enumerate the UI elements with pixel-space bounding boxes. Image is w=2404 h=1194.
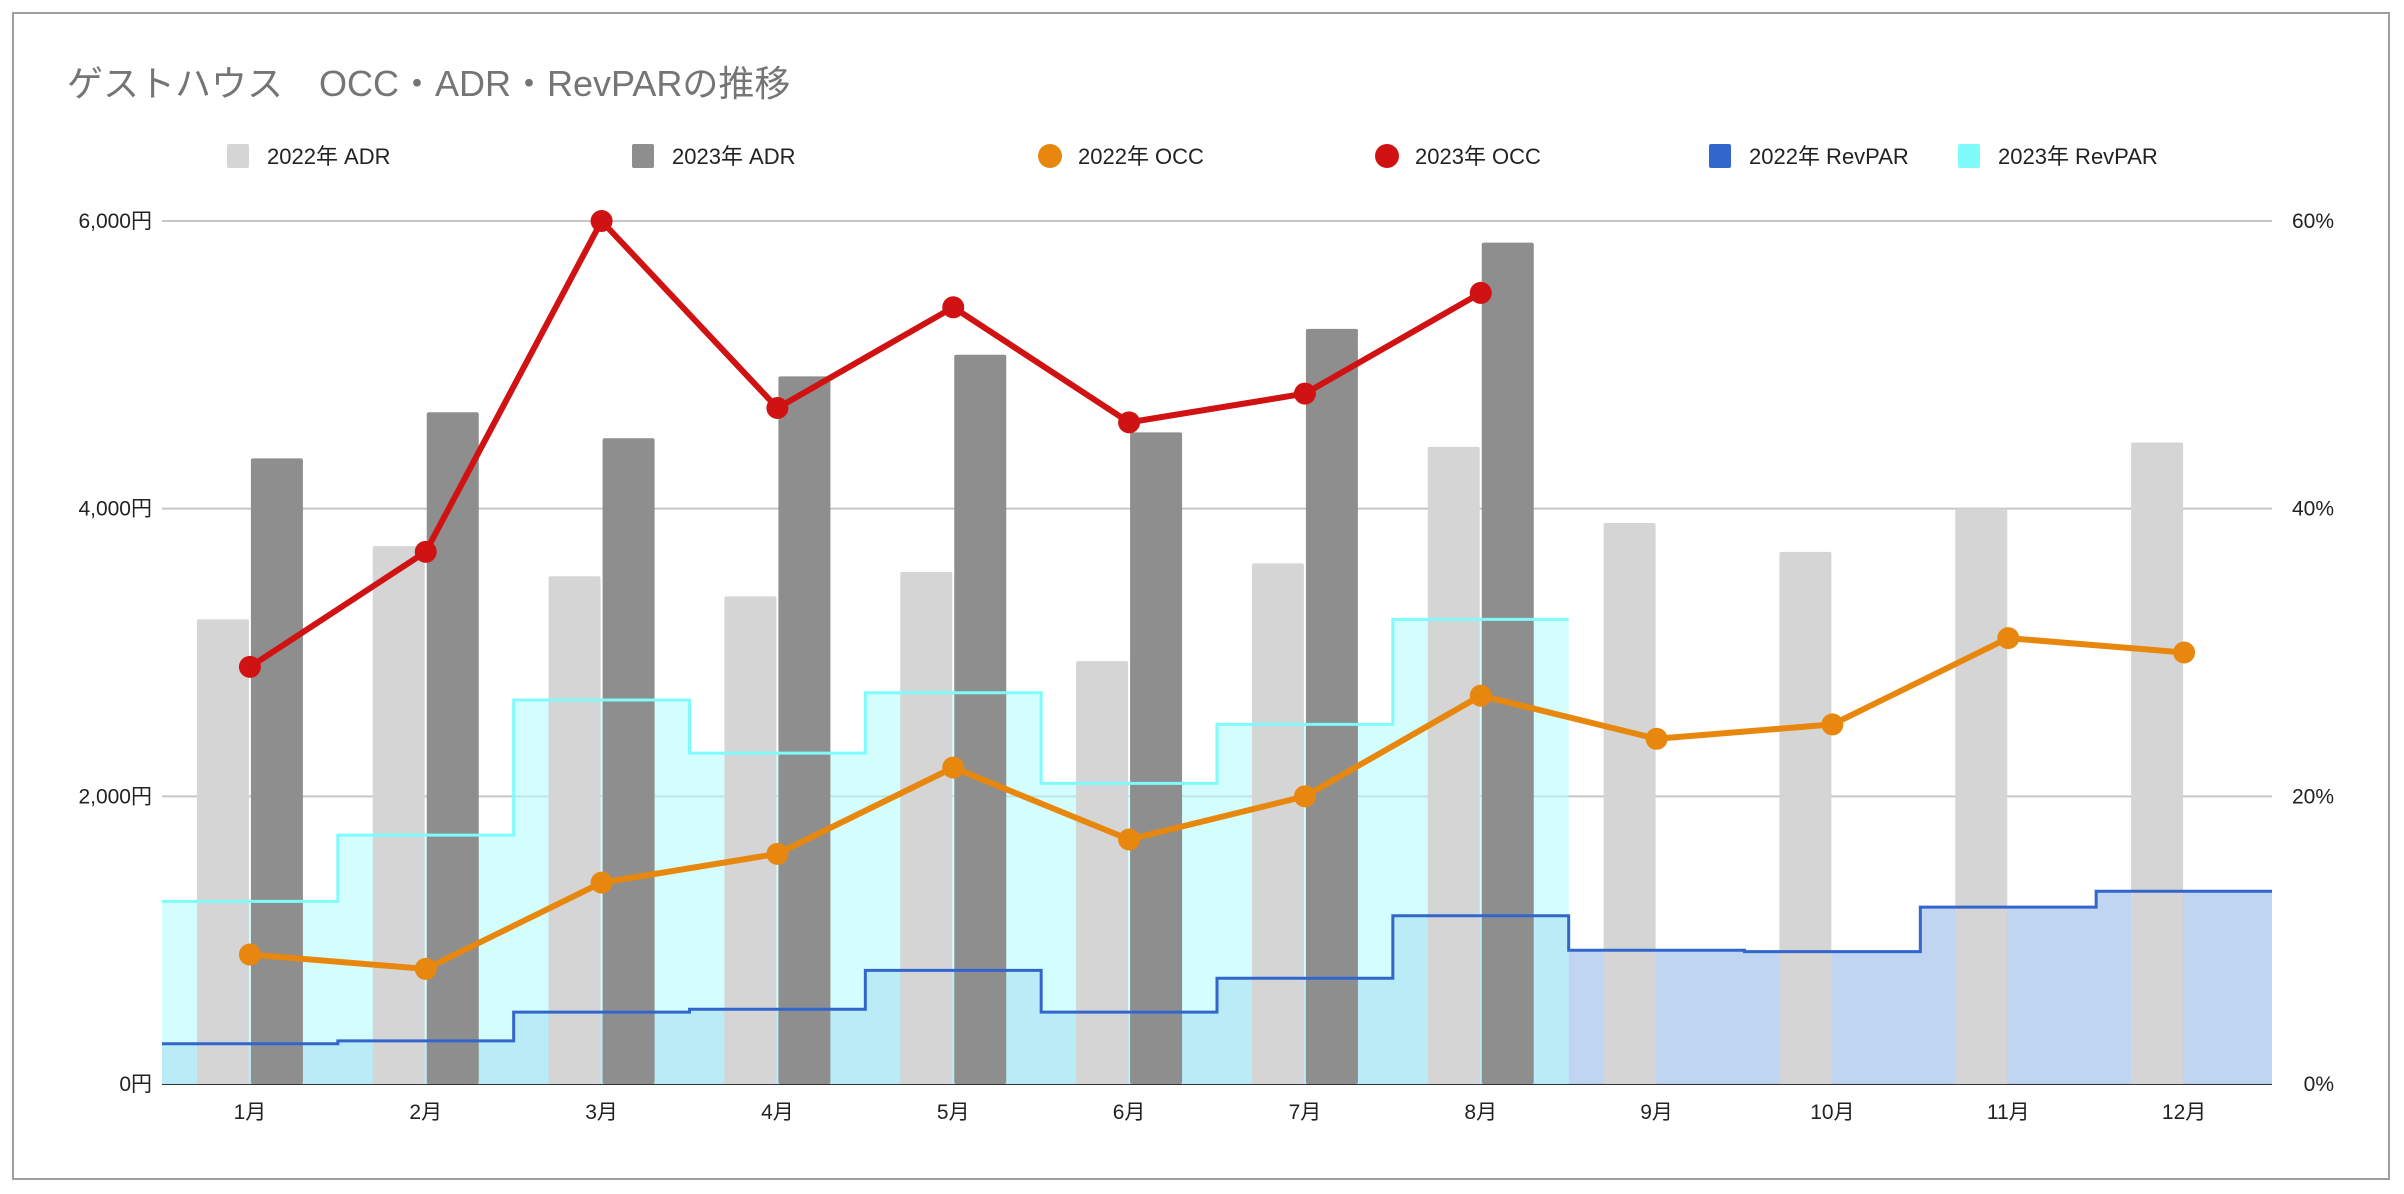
adr-bar [1251, 563, 1304, 1084]
adr-bar [724, 596, 777, 1084]
occ-point [1118, 411, 1141, 434]
x-axis-tick-label: 6月 [1113, 1101, 1146, 1124]
adr-bar [1427, 446, 1480, 1084]
legend-label: 2023年 RevPAR [1998, 144, 2158, 169]
chart-title: ゲストハウス OCC・ADR・RevPARの推移 [67, 63, 790, 104]
occ-point [590, 871, 613, 894]
occ-point [590, 210, 613, 232]
adr-bar [372, 546, 425, 1084]
x-axis-tick-label: 12月 [2162, 1101, 2206, 1124]
occ-point [238, 655, 261, 678]
adr-bar [1481, 242, 1534, 1084]
x-axis-tick-label: 4月 [761, 1101, 794, 1124]
right-axis-tick-label: 20% [2292, 785, 2334, 808]
adr-bar [778, 376, 831, 1085]
occ-point [1997, 627, 2020, 650]
x-axis-tick-label: 9月 [1640, 1101, 1673, 1124]
revpar-step-line-4 [162, 889, 2272, 1046]
legend-label: 2023年 OCC [1415, 144, 1541, 169]
adr-bar [1779, 551, 1832, 1084]
x-axis-tick-label: 2月 [409, 1101, 442, 1124]
legend-marker [1375, 144, 1399, 168]
occ-point [238, 943, 261, 966]
x-axis-tick-label: 1月 [234, 1101, 267, 1124]
left-axis-tick-label: 6,000円 [78, 210, 152, 233]
occ-point [942, 296, 965, 319]
left-axis-tick-label: 4,000円 [78, 498, 152, 521]
legend-label: 2023年 ADR [672, 144, 796, 169]
occ-point [2173, 641, 2196, 664]
occ-point [1469, 684, 1492, 707]
legend-marker [1958, 144, 1980, 168]
occ-point [1645, 727, 1668, 750]
adr-bar [900, 571, 953, 1084]
legend-marker [632, 144, 654, 168]
legend-marker [1709, 144, 1731, 168]
occ-point [942, 756, 965, 779]
legend-label: 2022年 OCC [1078, 144, 1204, 169]
occ-point [1293, 382, 1316, 405]
x-axis-tick-label: 11月 [1987, 1101, 2030, 1124]
adr-bar [426, 412, 479, 1084]
right-axis-tick-label: 0% [2304, 1073, 2334, 1096]
occ-point [1293, 785, 1316, 808]
right-axis-tick-label: 60% [2292, 210, 2334, 233]
legend-label: 2022年 ADR [267, 144, 391, 169]
legend-marker [1038, 144, 1062, 168]
x-axis-tick-label: 7月 [1289, 1101, 1322, 1124]
legend-marker [227, 144, 249, 168]
x-axis-tick-label: 5月 [937, 1101, 970, 1124]
occ-point [1118, 828, 1141, 851]
x-axis-tick-label: 8月 [1464, 1101, 1497, 1124]
occ-point [1469, 281, 1492, 304]
occ-point [766, 396, 789, 419]
adr-bar [1130, 432, 1183, 1084]
occ-point [766, 842, 789, 865]
occ-line-2 [249, 635, 2185, 972]
legend-label: 2022年 RevPAR [1749, 144, 1909, 169]
occ-point [414, 957, 437, 980]
adr-bar [1603, 523, 1656, 1084]
adr-bar [250, 458, 303, 1084]
occ-point [414, 540, 437, 563]
adr-bar [954, 354, 1007, 1084]
adr-bar [196, 619, 249, 1084]
adr-bar [1076, 661, 1129, 1084]
adr-bar [548, 576, 601, 1084]
x-axis-tick-label: 3月 [585, 1101, 618, 1124]
occ-point [1821, 713, 1844, 736]
adr-bar [602, 438, 655, 1084]
right-axis-tick-label: 40% [2292, 498, 2334, 521]
occ-line-3 [248, 218, 1483, 670]
revpar-step-line-5 [162, 617, 1569, 903]
chart-frame [12, 12, 2390, 1180]
left-axis-tick-label: 2,000円 [78, 785, 152, 808]
adr-bar [2131, 442, 2184, 1085]
x-axis-tick-label: 10月 [1810, 1101, 1854, 1124]
left-axis-tick-label: 0円 [119, 1073, 152, 1096]
adr-bar [1955, 508, 2008, 1085]
adr-bar [1305, 328, 1358, 1084]
